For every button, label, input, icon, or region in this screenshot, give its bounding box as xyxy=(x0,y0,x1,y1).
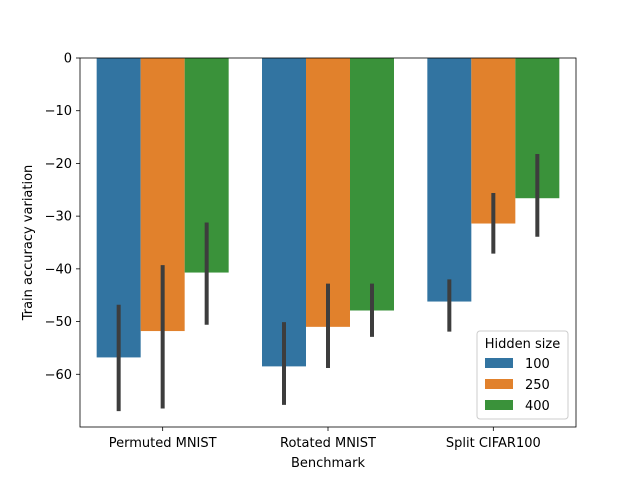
legend-swatch-400 xyxy=(485,400,513,410)
y-tick-label: −20 xyxy=(45,157,72,172)
legend-swatch-100 xyxy=(485,358,513,368)
x-tick-label: Split CIFAR100 xyxy=(446,436,541,451)
bar-400-1 xyxy=(350,58,394,311)
bar-100-2 xyxy=(427,58,472,302)
bar-100-1 xyxy=(262,58,306,367)
y-tick-label: −40 xyxy=(45,262,72,277)
legend-title: Hidden size xyxy=(485,337,560,352)
bar-250-1 xyxy=(306,58,350,327)
y-tick-label: −60 xyxy=(45,368,72,383)
bars-layer xyxy=(96,58,560,367)
y-tick-label: 0 xyxy=(64,52,72,67)
y-axis: 0 −10 −20 −30 −40 −50 −60 xyxy=(45,52,80,383)
y-tick-label: −30 xyxy=(45,210,72,225)
y-tick-label: −50 xyxy=(45,315,72,330)
legend-box xyxy=(476,330,569,420)
legend-label-400: 400 xyxy=(525,399,550,414)
x-axis: Permuted MNIST Rotated MNIST Split CIFAR10… xyxy=(109,427,541,451)
legend-label-250: 250 xyxy=(525,378,550,393)
x-axis-label: Benchmark xyxy=(291,456,366,471)
legend-label-100: 100 xyxy=(525,357,550,372)
x-tick-label: Rotated MNIST xyxy=(280,436,376,451)
y-axis-label: Train accuracy variation xyxy=(21,165,36,322)
error-bars-layer xyxy=(116,153,540,412)
y-tick-label: −10 xyxy=(45,104,72,119)
legend-items: 100 250 400 xyxy=(485,357,550,414)
legend-swatch-250 xyxy=(485,379,513,389)
legend: Hidden size 100 250 400 xyxy=(476,330,569,420)
x-tick-label: Permuted MNIST xyxy=(109,436,217,451)
